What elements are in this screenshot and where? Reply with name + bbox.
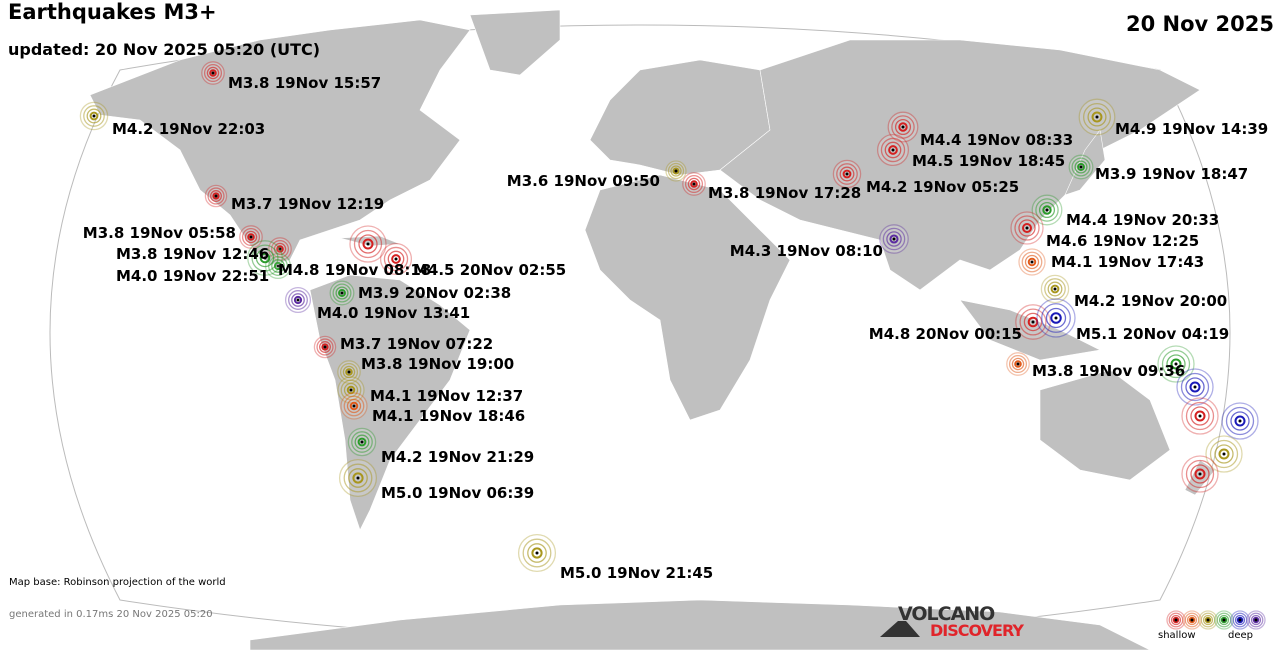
quake-marker[interactable] bbox=[1205, 435, 1243, 473]
quake-marker[interactable] bbox=[239, 225, 263, 249]
quake-label[interactable]: M3.8 19Nov 05:58 bbox=[82, 224, 236, 242]
quake-marker[interactable] bbox=[1031, 194, 1063, 226]
quake-marker[interactable] bbox=[313, 335, 337, 359]
asia bbox=[719, 39, 1201, 291]
quake-marker[interactable] bbox=[338, 458, 378, 498]
legend-deep: deep bbox=[1228, 630, 1253, 641]
quake-marker[interactable] bbox=[379, 242, 413, 276]
volcano-icon bbox=[880, 621, 920, 637]
quake-marker[interactable] bbox=[876, 133, 910, 167]
quake-label[interactable]: M3.6 19Nov 09:50 bbox=[506, 172, 660, 190]
quake-marker[interactable] bbox=[247, 240, 283, 276]
quake-marker[interactable] bbox=[1036, 298, 1076, 338]
quake-label[interactable]: M4.1 19Nov 12:37 bbox=[370, 387, 524, 405]
quake-label[interactable]: M4.8 19Nov 08:18 bbox=[278, 261, 432, 279]
quake-label[interactable]: M4.5 19Nov 18:45 bbox=[912, 152, 1066, 170]
quake-marker[interactable] bbox=[1157, 345, 1195, 383]
quake-marker[interactable] bbox=[832, 159, 862, 189]
quake-marker[interactable] bbox=[329, 280, 355, 306]
quake-marker[interactable] bbox=[887, 111, 919, 143]
quake-label[interactable]: M4.2 19Nov 21:29 bbox=[381, 448, 535, 466]
quake-label[interactable]: M4.2 19Nov 22:03 bbox=[112, 120, 266, 138]
logo-line1: VOLCANO bbox=[898, 603, 995, 625]
quake-label[interactable]: M3.9 19Nov 18:47 bbox=[1095, 165, 1249, 183]
legend-ring-shallow bbox=[1166, 610, 1186, 630]
quake-marker[interactable] bbox=[284, 286, 312, 314]
greenland bbox=[469, 9, 561, 76]
quake-marker[interactable] bbox=[1176, 368, 1214, 406]
quake-label[interactable]: M4.4 19Nov 08:33 bbox=[920, 131, 1074, 149]
legend-ring-shallow_mid bbox=[1182, 610, 1202, 630]
quake-label[interactable]: M4.3 19Nov 08:10 bbox=[729, 242, 883, 260]
quake-marker[interactable] bbox=[1015, 304, 1051, 340]
depth-legend-rings bbox=[1166, 610, 1266, 630]
page-title: Earthquakes M3+ bbox=[8, 0, 217, 24]
quake-marker[interactable] bbox=[1006, 352, 1030, 376]
quake-label[interactable]: M4.0 19Nov 13:41 bbox=[317, 304, 471, 322]
quake-marker[interactable] bbox=[340, 392, 368, 420]
quake-label[interactable]: M4.2 19Nov 05:25 bbox=[866, 178, 1020, 196]
volcano-discovery-logo[interactable]: VOLCANO DISCOVERY bbox=[880, 603, 1040, 643]
australia bbox=[1039, 369, 1171, 481]
quake-marker[interactable] bbox=[349, 225, 387, 263]
quake-label[interactable]: M4.4 19Nov 20:33 bbox=[1066, 211, 1220, 229]
antarctica bbox=[249, 599, 1151, 650]
quake-marker[interactable] bbox=[517, 533, 557, 573]
quake-marker[interactable] bbox=[1040, 274, 1070, 304]
quake-label[interactable]: M4.8 20Nov 00:15 bbox=[868, 325, 1022, 343]
quake-marker[interactable] bbox=[347, 427, 377, 457]
quake-label[interactable]: M3.8 19Nov 19:00 bbox=[361, 355, 515, 373]
quake-label[interactable]: M4.2 19Nov 20:00 bbox=[1074, 292, 1228, 310]
quake-marker[interactable] bbox=[1181, 455, 1219, 493]
land bbox=[89, 9, 1216, 650]
map-outline bbox=[49, 24, 1231, 641]
quake-label[interactable]: M5.0 19Nov 06:39 bbox=[381, 484, 535, 502]
quake-marker[interactable] bbox=[1010, 211, 1044, 245]
quake-marker[interactable] bbox=[1221, 402, 1259, 440]
quake-label[interactable]: M3.8 19Nov 17:28 bbox=[708, 184, 862, 202]
logo-line2: DISCOVERY bbox=[930, 621, 1024, 640]
quake-label[interactable]: M4.1 19Nov 17:43 bbox=[1051, 253, 1205, 271]
quake-label[interactable]: M4.0 19Nov 22:51 bbox=[116, 267, 270, 285]
quake-marker[interactable] bbox=[1078, 98, 1116, 136]
updated-timestamp: updated: 20 Nov 2025 05:20 (UTC) bbox=[8, 40, 321, 59]
current-date: 20 Nov 2025 bbox=[1126, 12, 1274, 36]
quake-label[interactable]: M4.6 19Nov 12:25 bbox=[1046, 232, 1200, 250]
quake-marker[interactable] bbox=[665, 160, 687, 182]
africa bbox=[584, 174, 791, 421]
quake-marker[interactable] bbox=[1068, 154, 1094, 180]
map-base-note: Map base: Robinson projection of the wor… bbox=[9, 577, 226, 588]
legend-ring-mid bbox=[1198, 610, 1218, 630]
legend-ring-deep bbox=[1230, 610, 1250, 630]
quake-marker[interactable] bbox=[879, 224, 909, 254]
quake-label[interactable]: M5.0 19Nov 21:45 bbox=[560, 564, 714, 582]
quake-label[interactable]: M3.9 20Nov 02:38 bbox=[358, 284, 512, 302]
quake-label[interactable]: M3.7 19Nov 07:22 bbox=[340, 335, 494, 353]
north-america bbox=[89, 19, 471, 266]
quake-label[interactable]: M3.8 19Nov 12:46 bbox=[116, 245, 270, 263]
legend-ring-deepest bbox=[1246, 610, 1266, 630]
legend-ring-mid_deep bbox=[1214, 610, 1234, 630]
quake-label[interactable]: M3.7 19Nov 12:19 bbox=[231, 195, 385, 213]
quake-label[interactable]: M3.8 19Nov 15:57 bbox=[228, 74, 382, 92]
quake-label[interactable]: M4.9 19Nov 14:39 bbox=[1115, 120, 1269, 138]
quake-marker[interactable] bbox=[1018, 248, 1046, 276]
quake-marker[interactable] bbox=[682, 172, 706, 196]
quake-marker[interactable] bbox=[201, 61, 225, 85]
generated-note: generated in 0.17ms 20 Nov 2025 05:20 bbox=[9, 609, 213, 620]
quake-marker[interactable] bbox=[1181, 397, 1219, 435]
depth-legend: shallow deep bbox=[1158, 610, 1272, 650]
quake-label[interactable]: M3.8 19Nov 09:36 bbox=[1032, 362, 1186, 380]
quake-marker[interactable] bbox=[79, 101, 109, 131]
quake-label[interactable]: M4.1 19Nov 18:46 bbox=[372, 407, 526, 425]
quake-label[interactable]: M4.5 20Nov 02:55 bbox=[413, 261, 567, 279]
legend-shallow: shallow bbox=[1158, 630, 1196, 641]
quake-label[interactable]: M5.1 20Nov 04:19 bbox=[1076, 325, 1230, 343]
quake-marker[interactable] bbox=[204, 184, 228, 208]
